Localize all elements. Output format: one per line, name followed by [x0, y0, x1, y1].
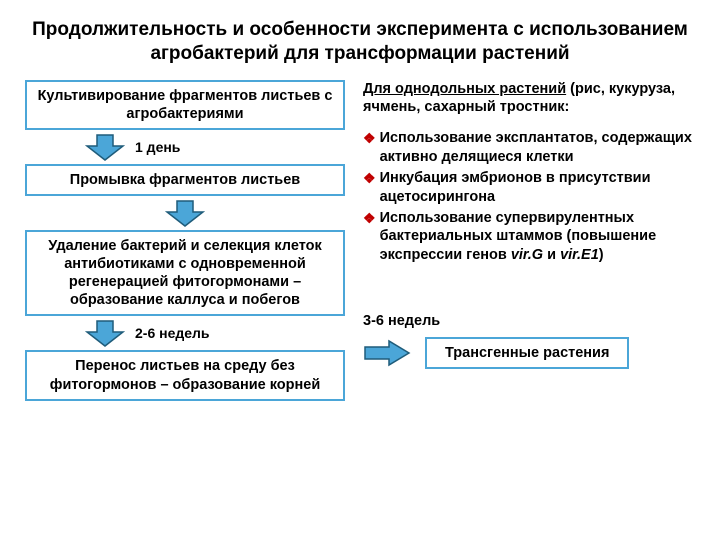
step-3-box: Удаление бактерий и селекция клеток анти… — [25, 230, 345, 317]
arrow-3-row: 2-6 недель — [25, 319, 345, 347]
diamond-icon: ❖ — [363, 129, 376, 147]
bullet-1-text: Использование эксплантатов, содержащих а… — [380, 129, 693, 167]
bullet-3-text: Использование супервирулентных бактериал… — [380, 209, 693, 266]
diamond-icon: ❖ — [363, 209, 376, 227]
left-column: Культивирование фрагментов листьев с агр… — [25, 80, 345, 401]
right-column: Для однодольных растений (рис, кукуруза,… — [363, 80, 693, 401]
columns: Культивирование фрагментов листьев с агр… — [25, 80, 695, 401]
bullet-2: ❖ Инкубация эмбрионов в присутствии ацет… — [363, 169, 693, 207]
step-4-box: Перенос листьев на среду без фитогормоно… — [25, 350, 345, 400]
bullet-list: ❖ Использование эксплантатов, содержащих… — [363, 129, 693, 265]
label-1-day: 1 день — [135, 139, 180, 155]
step-2-box: Промывка фрагментов листьев — [25, 164, 345, 196]
weeks-label: 3-6 недель — [363, 313, 693, 329]
label-2-6-weeks: 2-6 недель — [135, 325, 210, 341]
arrow-right-icon — [363, 339, 411, 367]
arrow-down-icon — [165, 199, 205, 227]
result-row: Трансгенные растения — [363, 337, 693, 369]
intro-text: Для однодольных растений (рис, кукуруза,… — [363, 80, 693, 118]
diamond-icon: ❖ — [363, 169, 376, 187]
arrow-down-icon — [85, 319, 125, 347]
page-title: Продолжительность и особенности эксперим… — [25, 18, 695, 66]
step-1-box: Культивирование фрагментов листьев с агр… — [25, 80, 345, 130]
intro-underlined: Для однодольных растений — [363, 81, 566, 97]
arrow-down-icon — [85, 133, 125, 161]
bullet-3: ❖ Использование супервирулентных бактери… — [363, 209, 693, 266]
bullet-2-text: Инкубация эмбрионов в присутствии ацетос… — [380, 169, 693, 207]
arrow-1-row: 1 день — [25, 133, 345, 161]
result-box: Трансгенные растения — [425, 337, 629, 369]
arrow-2-row — [25, 199, 345, 227]
bullet-1: ❖ Использование эксплантатов, содержащих… — [363, 129, 693, 167]
